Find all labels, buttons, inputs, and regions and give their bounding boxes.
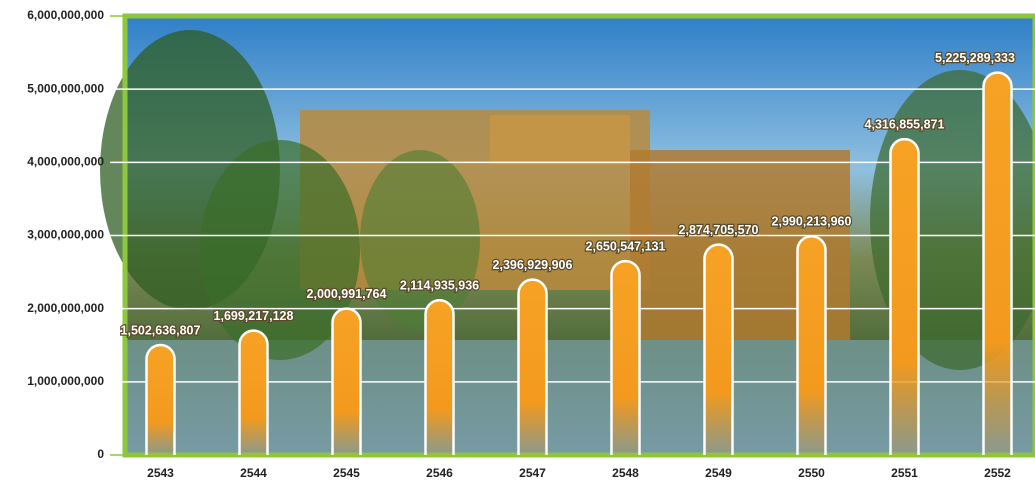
bar xyxy=(331,307,362,455)
x-tick-label: 2544 xyxy=(240,466,267,480)
x-tick-label: 2549 xyxy=(705,466,732,480)
bar xyxy=(889,137,920,455)
x-tick-label: 2550 xyxy=(798,466,825,480)
bar xyxy=(424,299,455,455)
x-tick-label: 2543 xyxy=(147,466,174,480)
bar xyxy=(238,329,269,455)
value-label: 2,874,705,570 xyxy=(679,223,759,237)
bar xyxy=(703,243,734,455)
bar xyxy=(610,259,641,455)
value-label: 2,650,547,131 xyxy=(586,239,666,253)
y-tick-label: 6,000,000,000 xyxy=(27,8,104,22)
x-tick-label: 2552 xyxy=(984,466,1011,480)
bar xyxy=(145,343,176,455)
value-label: 2,396,929,906 xyxy=(493,258,573,272)
y-tick-label: 1,000,000,000 xyxy=(27,374,104,388)
bar xyxy=(517,278,548,455)
value-label: 2,000,991,764 xyxy=(307,287,387,301)
y-tick-label: 0 xyxy=(97,447,104,461)
value-label: 1,502,636,807 xyxy=(121,323,201,337)
value-label: 2,990,213,960 xyxy=(772,215,852,229)
value-label: 5,225,289,333 xyxy=(935,51,1015,65)
y-tick-label: 3,000,000,000 xyxy=(27,228,104,242)
value-label: 4,316,855,871 xyxy=(865,117,945,131)
y-tick-label: 2,000,000,000 xyxy=(27,301,104,315)
x-tick-label: 2548 xyxy=(612,466,639,480)
x-tick-label: 2551 xyxy=(891,466,918,480)
y-tick-label: 5,000,000,000 xyxy=(27,81,104,95)
x-tick-label: 2545 xyxy=(333,466,360,480)
value-label: 1,699,217,128 xyxy=(214,309,294,323)
bar xyxy=(796,235,827,455)
x-tick-label: 2546 xyxy=(426,466,453,480)
bar xyxy=(982,71,1013,455)
value-label: 2,114,935,936 xyxy=(400,279,479,293)
x-tick-label: 2547 xyxy=(519,466,546,480)
y-tick-label: 4,000,000,000 xyxy=(27,155,104,169)
